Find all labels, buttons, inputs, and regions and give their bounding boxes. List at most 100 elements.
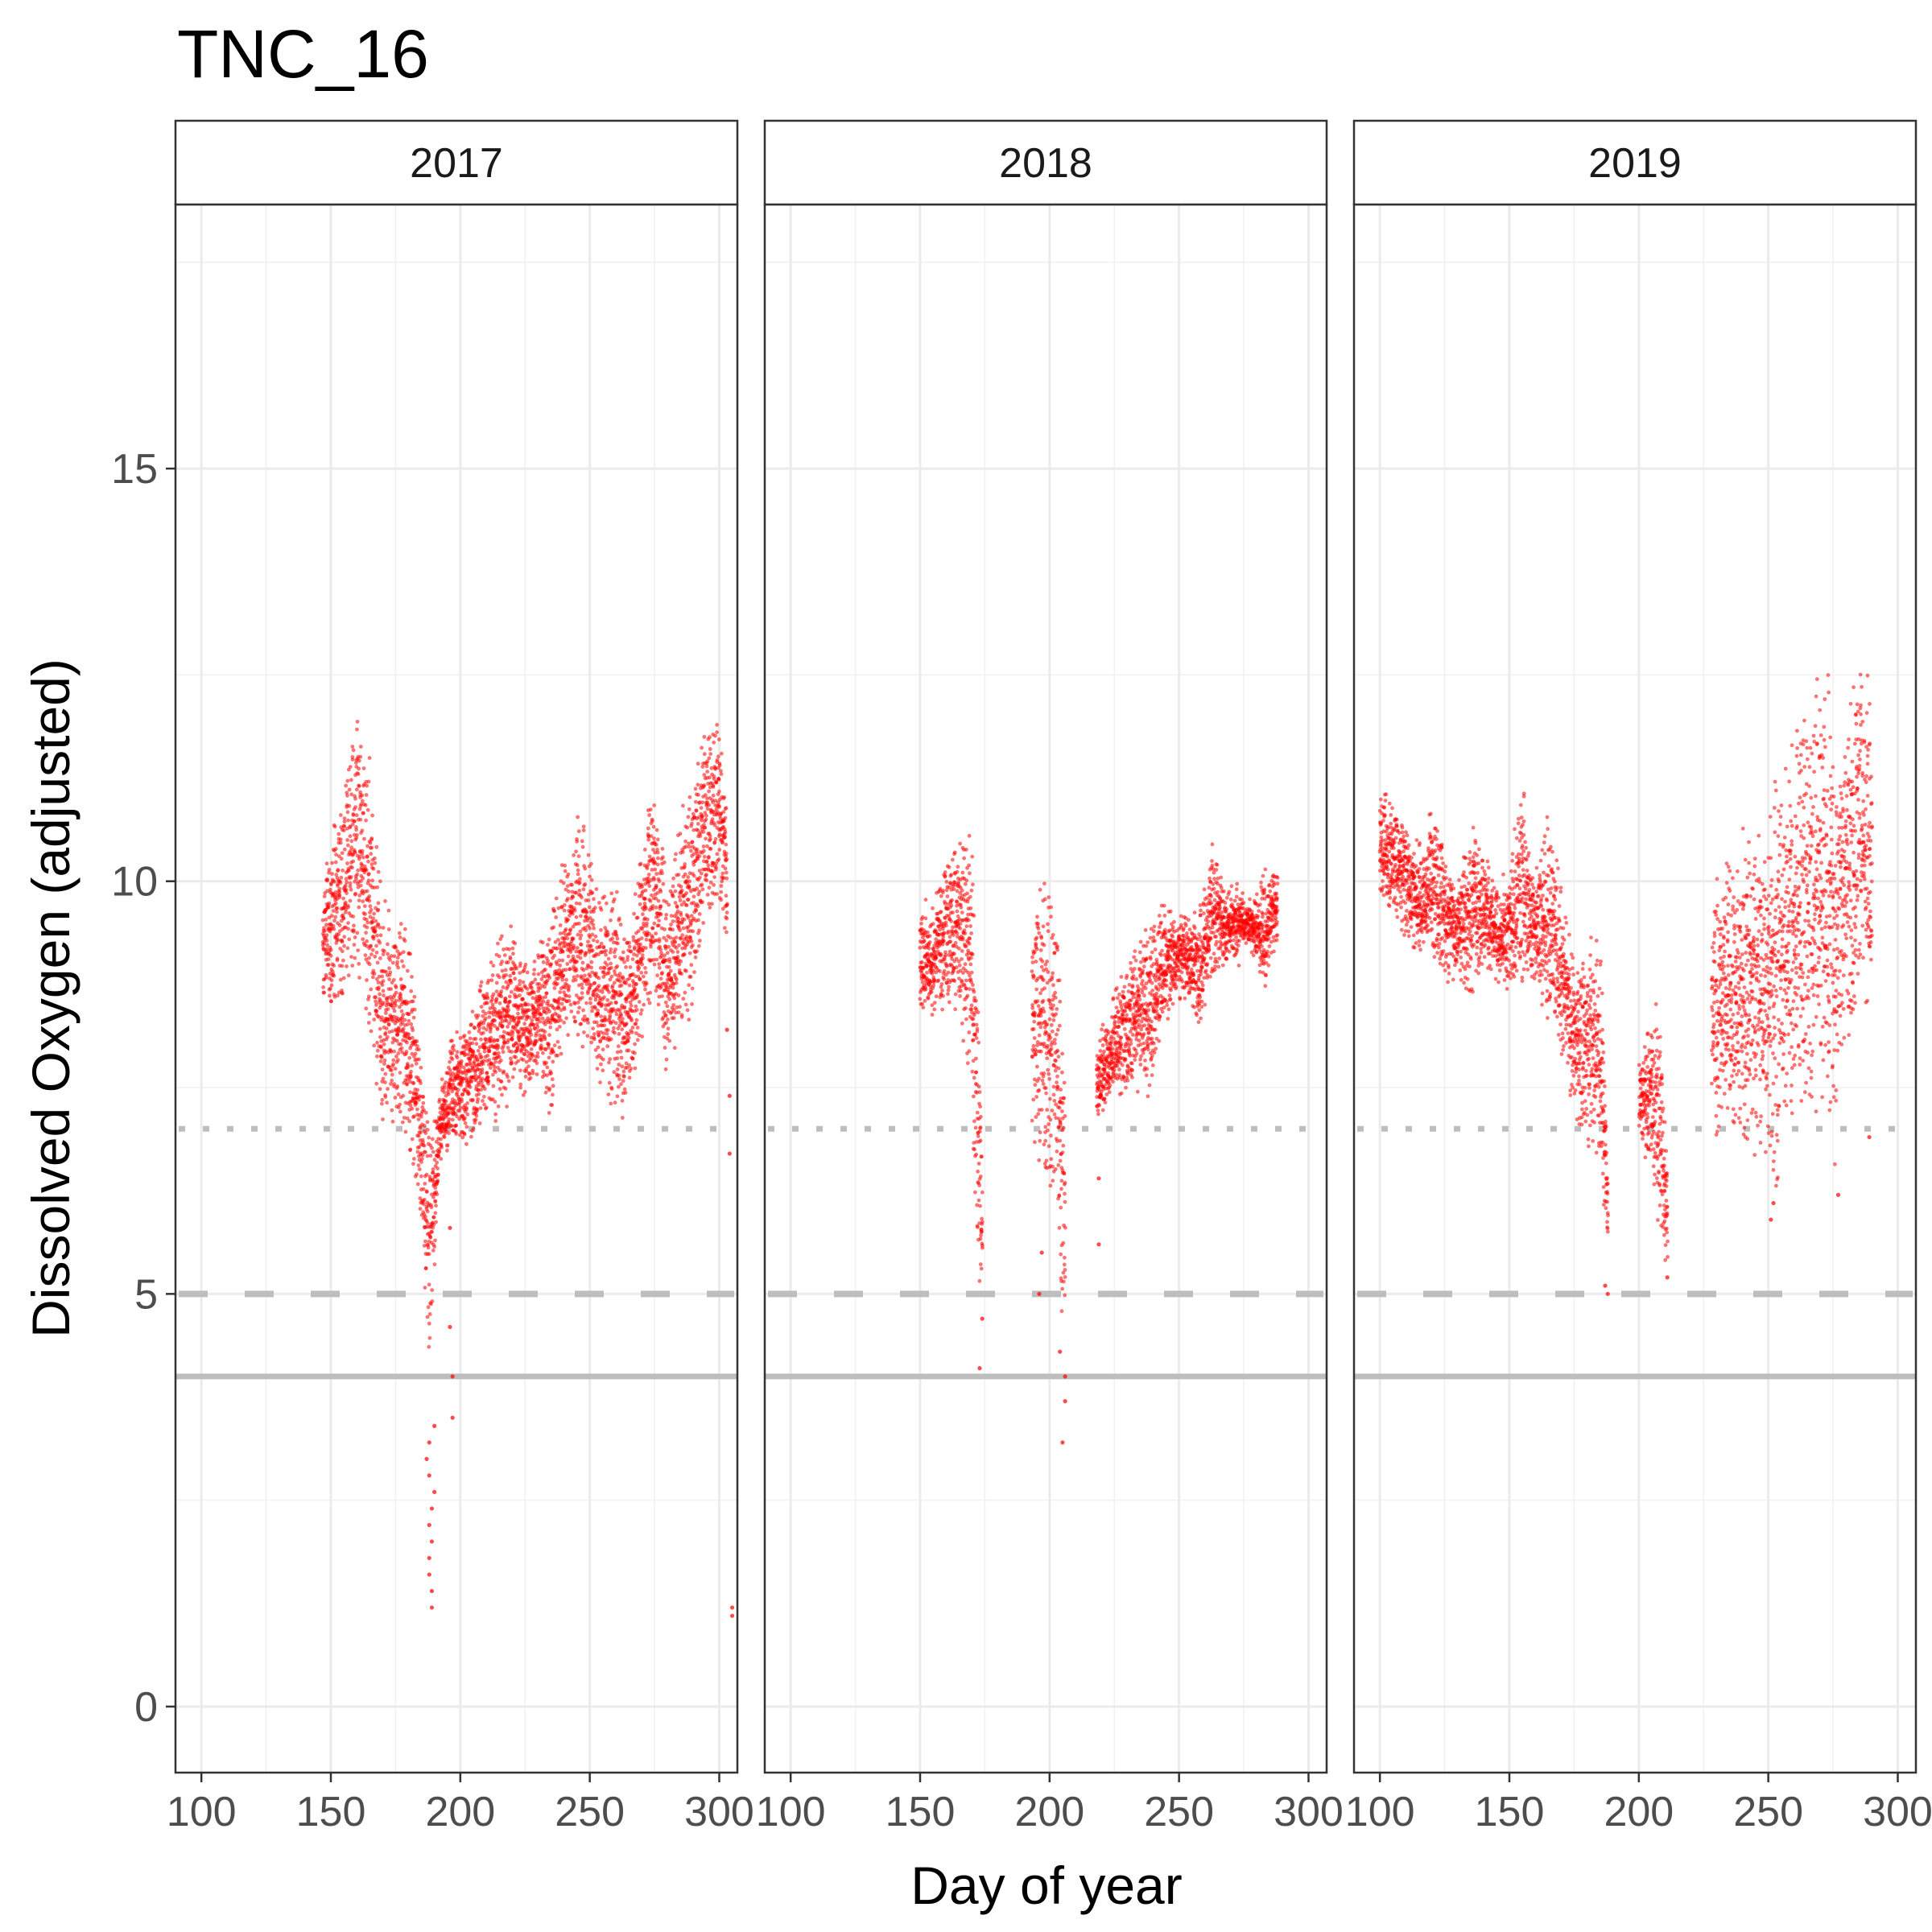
data-point xyxy=(622,1087,627,1092)
data-point xyxy=(678,1005,682,1009)
data-point xyxy=(700,745,704,750)
data-point xyxy=(979,1266,984,1271)
data-point xyxy=(489,1035,493,1040)
data-point xyxy=(427,1312,432,1316)
data-point xyxy=(454,1123,459,1128)
data-point xyxy=(549,1071,554,1075)
data-point xyxy=(1030,955,1034,960)
data-point xyxy=(969,931,973,935)
data-point xyxy=(407,1055,412,1060)
data-point xyxy=(619,1013,624,1018)
data-point xyxy=(345,791,349,795)
data-point xyxy=(397,931,402,935)
data-point xyxy=(1097,1103,1101,1108)
data-point xyxy=(374,977,379,981)
data-point xyxy=(425,1220,430,1225)
data-point xyxy=(1054,1012,1059,1017)
data-point xyxy=(581,828,586,832)
data-point xyxy=(341,991,345,996)
data-point xyxy=(516,1059,521,1063)
data-point xyxy=(539,999,543,1003)
data-point xyxy=(723,815,728,820)
data-point xyxy=(946,992,950,997)
data-point xyxy=(710,817,715,822)
data-point xyxy=(607,1060,611,1065)
data-point xyxy=(493,1000,498,1005)
data-point xyxy=(1043,1086,1048,1091)
data-point xyxy=(347,937,352,942)
data-point xyxy=(622,1074,626,1079)
data-point xyxy=(950,898,954,902)
data-point xyxy=(1059,1276,1063,1281)
data-point xyxy=(543,995,547,999)
data-point xyxy=(1118,1051,1122,1056)
data-point xyxy=(564,1016,568,1021)
data-point xyxy=(617,916,621,921)
data-point xyxy=(947,1000,952,1005)
data-point xyxy=(564,887,568,892)
data-point xyxy=(477,1029,481,1034)
data-point xyxy=(729,1613,735,1618)
data-point xyxy=(574,849,578,854)
data-point xyxy=(464,1046,469,1051)
data-point xyxy=(1061,1100,1065,1105)
data-point xyxy=(463,1116,467,1121)
data-point xyxy=(497,975,502,980)
data-point xyxy=(325,877,330,881)
data-point xyxy=(524,1059,529,1064)
data-point xyxy=(412,1114,416,1119)
data-point xyxy=(535,1022,539,1026)
data-point xyxy=(648,899,653,903)
data-point xyxy=(546,1046,551,1050)
data-point xyxy=(432,1423,437,1428)
data-point xyxy=(1049,1157,1054,1162)
data-point xyxy=(436,1154,441,1158)
data-point xyxy=(931,984,936,988)
data-point xyxy=(1036,1004,1041,1009)
data-point xyxy=(666,1026,671,1031)
data-point xyxy=(1034,1052,1038,1057)
data-point xyxy=(665,981,670,985)
data-point xyxy=(676,993,681,997)
data-point xyxy=(479,980,484,985)
data-point xyxy=(329,983,334,988)
panel-background xyxy=(175,204,737,1773)
data-point xyxy=(494,997,499,1001)
data-point xyxy=(373,928,378,933)
data-point xyxy=(1119,975,1124,979)
data-point xyxy=(1119,1042,1124,1046)
data-point xyxy=(545,1065,550,1070)
data-point xyxy=(685,1008,690,1013)
data-point xyxy=(485,996,490,1001)
data-point xyxy=(934,994,939,999)
data-point xyxy=(427,1473,431,1478)
data-point xyxy=(425,1315,430,1319)
data-point xyxy=(1057,978,1062,983)
data-point xyxy=(346,927,350,931)
data-point xyxy=(936,978,941,983)
data-point xyxy=(599,941,604,946)
data-point xyxy=(973,1033,977,1037)
data-point xyxy=(643,888,648,893)
data-point xyxy=(345,793,349,798)
data-point xyxy=(940,989,944,993)
data-point xyxy=(473,1037,478,1041)
data-point xyxy=(386,952,390,956)
data-point xyxy=(368,914,373,919)
data-point xyxy=(390,1119,395,1124)
data-point xyxy=(339,875,344,880)
data-point xyxy=(496,941,500,946)
data-point xyxy=(345,861,349,865)
data-point xyxy=(450,1374,455,1379)
data-point xyxy=(967,833,972,838)
data-point xyxy=(434,1203,438,1208)
data-point xyxy=(1055,1007,1059,1011)
data-point xyxy=(661,855,665,860)
data-point xyxy=(679,972,683,976)
data-point xyxy=(622,960,626,964)
data-point xyxy=(365,807,370,812)
data-point xyxy=(679,959,683,964)
data-point xyxy=(364,793,369,797)
data-point xyxy=(342,816,347,821)
data-point xyxy=(576,974,580,978)
